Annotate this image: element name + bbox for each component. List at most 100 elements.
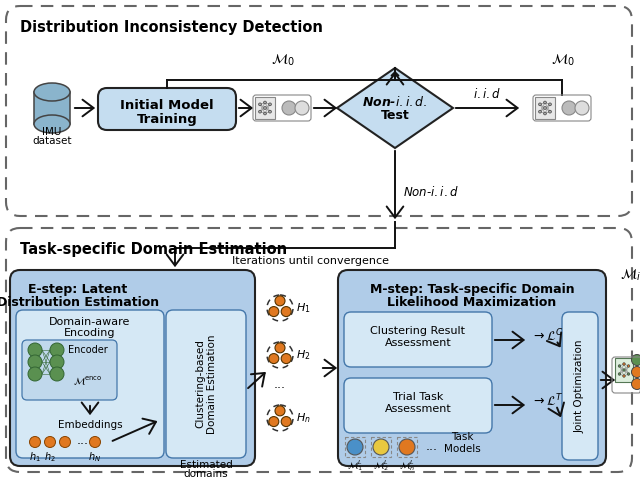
Text: $h_2$: $h_2$	[44, 450, 56, 464]
Circle shape	[543, 107, 547, 109]
Text: $\rightarrow\mathcal{L}^C$: $\rightarrow\mathcal{L}^C$	[531, 328, 563, 344]
FancyBboxPatch shape	[535, 97, 555, 119]
Text: Estimated: Estimated	[180, 460, 232, 470]
Circle shape	[281, 354, 291, 364]
Text: Embeddings: Embeddings	[58, 420, 122, 430]
Text: IMU: IMU	[42, 127, 61, 137]
Circle shape	[28, 355, 42, 369]
Circle shape	[45, 436, 56, 447]
Text: $h_N$: $h_N$	[88, 450, 102, 464]
Circle shape	[562, 101, 576, 115]
Text: Clustering Result
Assessment: Clustering Result Assessment	[371, 326, 465, 348]
Circle shape	[50, 343, 64, 357]
Text: $\mathcal{M}_1^L$: $\mathcal{M}_1^L$	[347, 458, 363, 473]
Text: $\mathcal{M}_n^L$: $\mathcal{M}_n^L$	[399, 458, 415, 473]
Circle shape	[269, 416, 279, 426]
Circle shape	[623, 363, 625, 365]
Circle shape	[347, 439, 363, 455]
Polygon shape	[337, 68, 453, 148]
Circle shape	[269, 354, 279, 364]
FancyBboxPatch shape	[562, 312, 598, 460]
Text: dataset: dataset	[32, 136, 72, 146]
Circle shape	[269, 306, 279, 316]
Text: Non-$i.i.d$: Non-$i.i.d$	[403, 185, 459, 199]
Circle shape	[269, 103, 271, 106]
Text: $h_1$: $h_1$	[29, 450, 41, 464]
Circle shape	[50, 355, 64, 369]
Text: Task-specific Domain Estimation: Task-specific Domain Estimation	[20, 242, 287, 257]
Circle shape	[264, 101, 266, 104]
Text: ...: ...	[77, 434, 89, 446]
Circle shape	[399, 439, 415, 455]
FancyBboxPatch shape	[98, 88, 236, 130]
Circle shape	[618, 365, 621, 367]
Text: domains: domains	[184, 469, 228, 478]
FancyBboxPatch shape	[344, 312, 492, 367]
Circle shape	[632, 355, 640, 366]
FancyBboxPatch shape	[34, 92, 70, 124]
Text: Trial Task
Assessment: Trial Task Assessment	[385, 392, 451, 414]
Text: $H_1$: $H_1$	[296, 301, 310, 315]
Text: Clustering-based
Domain Estimation: Clustering-based Domain Estimation	[195, 334, 217, 434]
FancyBboxPatch shape	[344, 378, 492, 433]
Text: Domain-aware: Domain-aware	[49, 317, 131, 327]
Text: Encoding: Encoding	[64, 328, 116, 338]
Circle shape	[275, 343, 285, 353]
Ellipse shape	[34, 115, 70, 133]
Text: ...: ...	[274, 379, 286, 391]
Circle shape	[275, 406, 285, 416]
Text: E-step: Latent: E-step: Latent	[28, 283, 127, 296]
Circle shape	[548, 103, 552, 106]
FancyBboxPatch shape	[338, 270, 606, 466]
Circle shape	[50, 367, 64, 381]
Circle shape	[623, 375, 625, 377]
Circle shape	[539, 110, 541, 113]
Text: Test: Test	[381, 109, 410, 121]
Circle shape	[575, 101, 589, 115]
Text: Encoder: Encoder	[68, 345, 108, 355]
FancyBboxPatch shape	[255, 97, 275, 119]
Text: $H_n$: $H_n$	[296, 411, 311, 425]
Circle shape	[548, 110, 552, 113]
Text: Initial Model: Initial Model	[120, 98, 214, 111]
Circle shape	[269, 110, 271, 113]
Circle shape	[543, 101, 547, 104]
FancyBboxPatch shape	[16, 310, 164, 458]
Text: $\mathcal{M}^{\rm enco}$: $\mathcal{M}^{\rm enco}$	[73, 375, 103, 388]
Circle shape	[28, 343, 42, 357]
Circle shape	[282, 101, 296, 115]
Circle shape	[373, 439, 389, 455]
Circle shape	[627, 365, 630, 367]
Text: Task
Models: Task Models	[444, 432, 481, 454]
Circle shape	[60, 436, 70, 447]
Text: Joint Optimization: Joint Optimization	[575, 339, 585, 433]
Ellipse shape	[34, 83, 70, 101]
Text: $\rightarrow\mathcal{L}^T$: $\rightarrow\mathcal{L}^T$	[531, 393, 563, 409]
Circle shape	[618, 373, 621, 375]
Text: $H_2$: $H_2$	[296, 348, 310, 362]
Circle shape	[259, 110, 261, 113]
Circle shape	[275, 296, 285, 306]
FancyBboxPatch shape	[615, 358, 633, 382]
FancyBboxPatch shape	[22, 340, 117, 400]
Circle shape	[264, 112, 266, 115]
Circle shape	[29, 436, 40, 447]
Text: ...: ...	[426, 441, 438, 454]
Text: $i.i.d$: $i.i.d$	[473, 87, 501, 101]
Text: Distribution Inconsistency Detection: Distribution Inconsistency Detection	[20, 20, 323, 35]
Circle shape	[623, 369, 625, 371]
Circle shape	[281, 306, 291, 316]
Text: Distribution Estimation: Distribution Estimation	[0, 296, 159, 309]
FancyBboxPatch shape	[166, 310, 246, 458]
FancyBboxPatch shape	[10, 270, 255, 466]
Circle shape	[543, 112, 547, 115]
Text: $\mathcal{M}_0$: $\mathcal{M}_0$	[271, 53, 295, 68]
Text: $\mathcal{M}_i$: $\mathcal{M}_i$	[620, 268, 640, 283]
Text: $\mathcal{M}_0$: $\mathcal{M}_0$	[551, 53, 575, 68]
Text: M-step: Task-specific Domain: M-step: Task-specific Domain	[370, 283, 574, 296]
Circle shape	[281, 416, 291, 426]
Text: Iterations until convergence: Iterations until convergence	[232, 256, 388, 266]
Circle shape	[264, 107, 266, 109]
Circle shape	[539, 103, 541, 106]
Circle shape	[632, 367, 640, 378]
